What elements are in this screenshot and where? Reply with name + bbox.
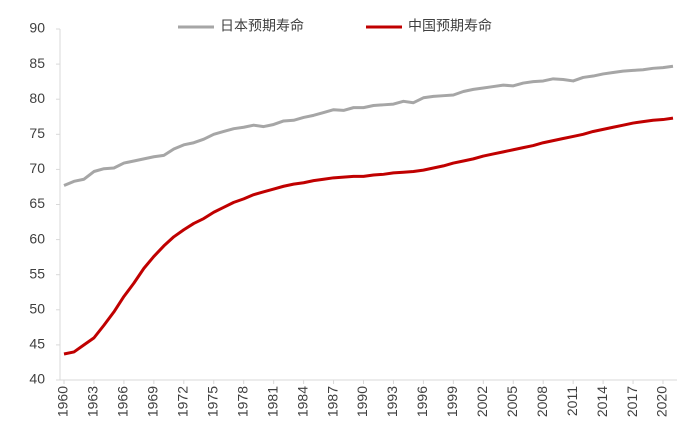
y-tick-label: 55: [29, 265, 45, 281]
y-tick-label: 75: [29, 125, 45, 141]
x-tick-label: 1966: [115, 386, 131, 417]
line: [63, 64, 674, 187]
x-tick-label: 1975: [204, 386, 220, 417]
y-tick-label: 45: [29, 336, 45, 352]
legend-label: 日本预期寿命: [220, 18, 304, 34]
y-tick-label: 65: [29, 195, 45, 211]
x-tick-label: 2011: [564, 386, 580, 416]
x-tick-label: 1987: [324, 386, 340, 417]
x-tick-label: 1972: [175, 386, 191, 417]
x-tick-label: 1981: [264, 386, 280, 417]
x-tick-label: 1960: [55, 386, 71, 417]
x-tick-label: 2017: [624, 386, 640, 417]
x-tick-label: 2020: [654, 386, 670, 417]
x-tick-label: 1984: [294, 386, 310, 417]
y-tick-label: 80: [29, 90, 45, 106]
x-tick-label: 1969: [145, 386, 161, 417]
x-tick-label: 1990: [354, 386, 370, 417]
x-tick-label: 2014: [594, 386, 610, 417]
y-tick-label: 60: [29, 230, 45, 246]
x-tick-label: 1999: [444, 386, 460, 417]
x-tick-label: 2002: [474, 386, 490, 417]
x-tick-label: 1993: [384, 386, 400, 417]
x-tick-label: 1978: [234, 386, 250, 417]
line: [63, 116, 674, 356]
y-tick-label: 90: [29, 20, 45, 36]
y-tick-label: 70: [29, 160, 45, 176]
legend-label: 中国预期寿命: [408, 18, 492, 34]
x-tick-label: 1963: [85, 386, 101, 417]
x-tick-label: 2005: [504, 386, 520, 417]
y-tick-label: 50: [29, 301, 45, 317]
x-tick-label: 1996: [414, 386, 430, 417]
y-tick-label: 40: [29, 371, 45, 387]
y-tick-label: 85: [29, 55, 45, 71]
x-tick-label: 2008: [534, 386, 550, 417]
